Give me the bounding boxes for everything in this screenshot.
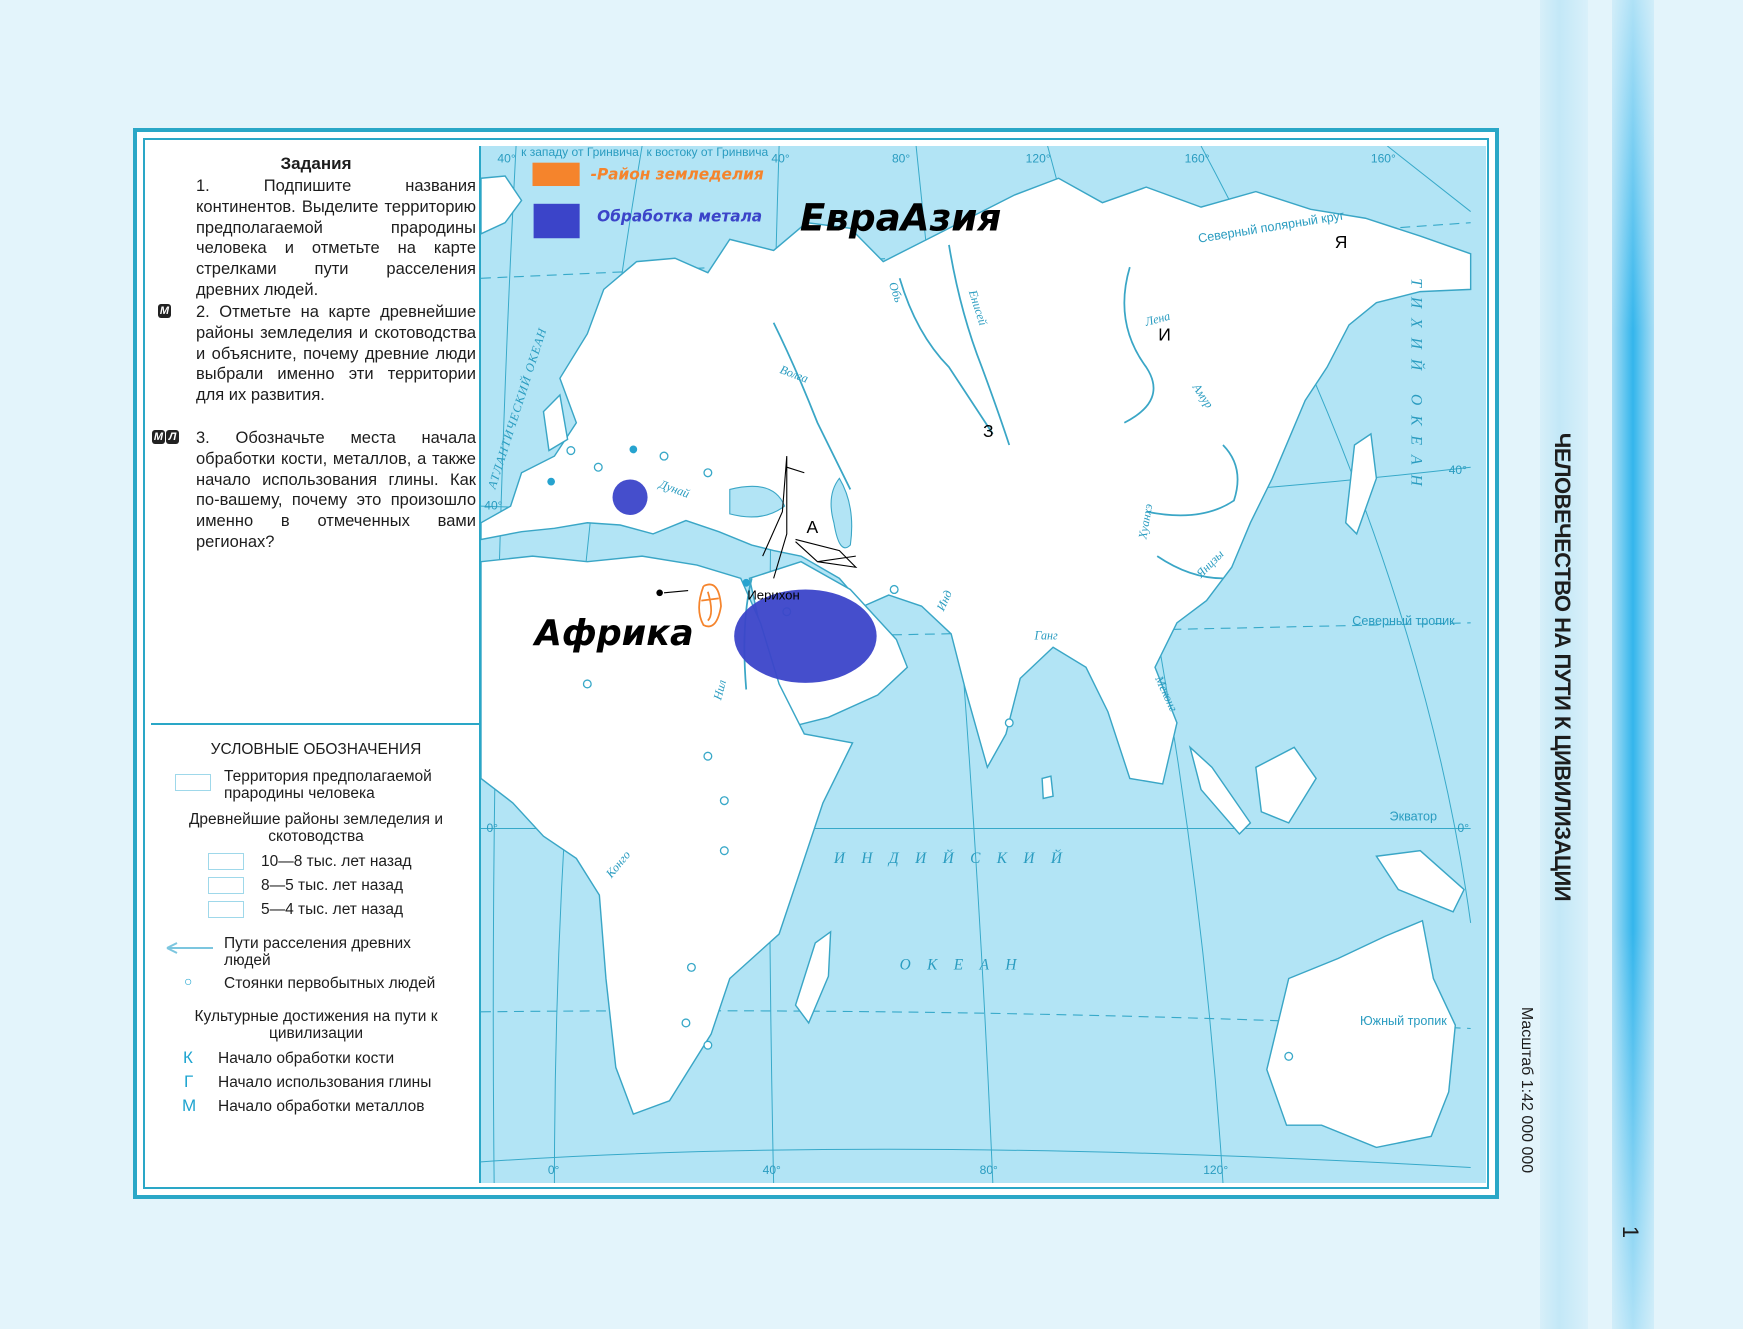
svg-text:0°: 0° <box>1458 821 1470 835</box>
map-svg: 40° 40° 80° 120° 160° 160° 40° 0° 40° 0°… <box>481 146 1472 1183</box>
student-annotations: -Район земледелия Обработка метала ЕвраА… <box>532 162 1348 683</box>
legend-routes: Пути расселения древних людей <box>224 935 411 969</box>
farming-period-2: 8—5 тыс. лет назад <box>261 877 403 894</box>
svg-text:Хуанхэ: Хуанхэ <box>1135 503 1155 541</box>
eurasia-label: ЕвраАзия <box>800 195 1001 239</box>
hand-drawn-routes <box>663 456 858 594</box>
svg-text:0°: 0° <box>548 1163 560 1177</box>
farming-legend-swatch <box>532 162 580 187</box>
metal-legend-label: Обработка метала <box>597 207 762 225</box>
svg-text:Экватор: Экватор <box>1390 810 1437 824</box>
farming-area-scribble <box>698 583 722 628</box>
africa-label: Африка <box>532 613 694 654</box>
caspian-sea <box>830 477 853 549</box>
legend-clay: Начало использования глины <box>218 1074 432 1091</box>
svg-text:160°: 160° <box>1371 152 1396 166</box>
greenland-part <box>481 175 523 235</box>
clay-symbol: Г <box>184 1072 194 1091</box>
svg-text:80°: 80° <box>980 1163 998 1177</box>
metal-legend-swatch <box>533 203 580 239</box>
africa-landmass <box>481 555 854 1116</box>
page-number: 1 <box>1618 1225 1643 1239</box>
map-marker-icon: М <box>158 304 171 318</box>
sumatra <box>1188 745 1252 836</box>
legend-panel: УСЛОВНЫЕ ОБОЗНАЧЕНИЯ Территория предпола… <box>151 723 481 1183</box>
page-edge-stripe <box>1540 0 1588 1329</box>
svg-text:40°: 40° <box>497 152 515 166</box>
letter-z: З <box>983 421 994 441</box>
homeland-swatch <box>175 774 211 791</box>
sri-lanka <box>1041 775 1054 800</box>
svg-text:Северный тропик: Северный тропик <box>1352 614 1455 628</box>
farming-swatch-2 <box>208 877 244 894</box>
letter-ya: Я <box>1335 232 1348 252</box>
svg-text:40°: 40° <box>763 1163 781 1177</box>
legend-title: УСЛОВНЫЕ ОБОЗНАЧЕНИЯ <box>210 741 422 758</box>
east-of-greenwich: к востоку от Гринвича <box>646 146 768 159</box>
map-scale: Масштаб 1:42 000 000 <box>1518 1006 1535 1174</box>
task-1: 1. Подпишите названия континентов. Выдел… <box>196 177 476 299</box>
legend-culture-title: Культурные достижения на пути к цивилиза… <box>194 1008 438 1042</box>
letter-a: А <box>807 517 819 537</box>
svg-text:ИНДИЙСКИЙ: ИНДИЙСКИЙ <box>833 850 1079 867</box>
borneo <box>1255 746 1317 824</box>
page-title: ЧЕЛОВЕЧЕСТВО НА ПУТИ К ЦИВИЛИЗАЦИИ <box>1550 432 1575 902</box>
legend-sites: Стоянки первобытных людей <box>224 975 436 992</box>
black-sea <box>729 485 786 518</box>
legend-metal: Начало обработки металлов <box>218 1098 425 1115</box>
farming-legend-label: -Район земледелия <box>591 165 764 183</box>
farming-period-3: 5—4 тыс. лет назад <box>261 901 403 918</box>
farming-period-1: 10—8 тыс. лет назад <box>261 853 412 870</box>
degree-labels: 40° 40° 80° 120° 160° 160° 40° 0° 40° 0°… <box>484 146 1469 1177</box>
madagascar <box>794 930 832 1025</box>
eurasia-landmass <box>481 177 1472 785</box>
jericho-label: Иерихон <box>747 587 799 602</box>
route-arrow-icon <box>166 942 213 954</box>
new-guinea <box>1375 849 1465 913</box>
west-of-greenwich: к западу от Гринвича <box>521 146 639 159</box>
japan <box>1344 432 1378 536</box>
svg-text:40°: 40° <box>771 152 789 166</box>
svg-text:120°: 120° <box>1026 152 1051 166</box>
britain <box>542 393 569 452</box>
svg-text:160°: 160° <box>1185 152 1210 166</box>
svg-text:Лена: Лена <box>1142 309 1171 330</box>
svg-text:0°: 0° <box>486 821 498 835</box>
task-2: М 2. Отметьте на карте древнейшие районы… <box>158 303 476 405</box>
svg-text:ТИХИЙ ОКЕАН: ТИХИЙ ОКЕАН <box>1408 278 1425 496</box>
farming-swatch-3 <box>208 901 244 918</box>
legend-farming-title: Древнейшие районы земледелия и скотоводс… <box>188 811 444 845</box>
letter-i: И <box>1158 324 1171 344</box>
metal-area-italy <box>612 479 648 516</box>
legend-bone: Начало обработки кости <box>218 1050 395 1067</box>
site-circle-icon: ○ <box>184 973 193 989</box>
svg-text:Нил: Нил <box>710 678 729 702</box>
farming-swatch-1 <box>208 853 244 870</box>
svg-text:Ганг: Ганг <box>1033 628 1057 642</box>
contour-map: 40° 40° 80° 120° 160° 160° 40° 0° 40° 0°… <box>481 146 1486 1183</box>
svg-text:Южный тропик: Южный тропик <box>1360 1014 1447 1028</box>
legend-homeland: Территория предполагаемой прародины чело… <box>224 768 432 802</box>
bone-symbol: К <box>183 1048 193 1067</box>
svg-text:80°: 80° <box>892 152 910 166</box>
tasks-panel: Задания 1. Подпишите названия континенто… <box>151 146 481 723</box>
svg-text:40°: 40° <box>1449 463 1467 477</box>
svg-text:120°: 120° <box>1203 1163 1228 1177</box>
page-edge-stripe-blue <box>1612 0 1654 1329</box>
australia-landmass <box>1266 919 1457 1149</box>
svg-text:Обь: Обь <box>886 280 906 305</box>
metal-area-mesopotamia <box>734 589 877 683</box>
svg-text:40°: 40° <box>484 498 502 512</box>
svg-text:ОКЕАН: ОКЕАН <box>900 957 1033 974</box>
tasks-title: Задания <box>280 154 352 173</box>
metal-symbol: М <box>182 1096 197 1115</box>
